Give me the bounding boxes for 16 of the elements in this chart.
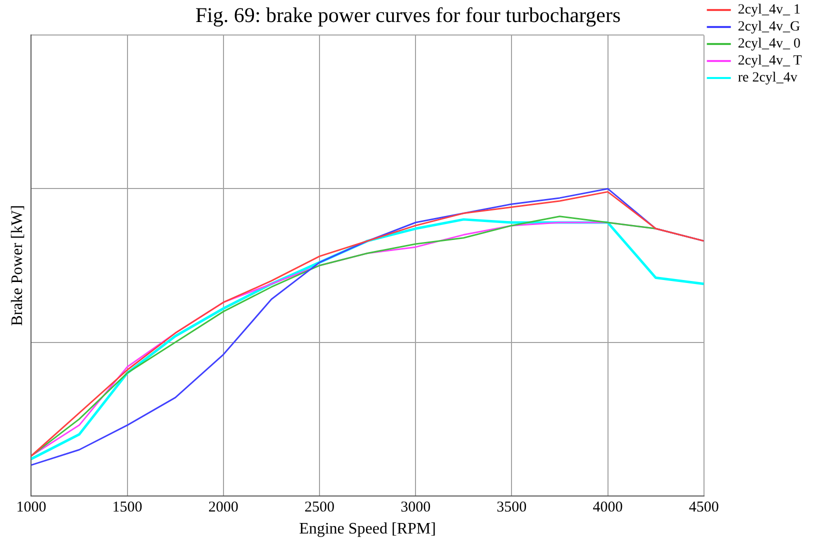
legend-label: 2cyl_4v_ T <box>738 54 802 69</box>
x-tick-label: 2500 <box>304 500 334 516</box>
x-tick-label: 1000 <box>16 500 46 516</box>
x-tick-label: 4500 <box>688 500 719 516</box>
x-tick-label: 4000 <box>592 500 623 516</box>
y-axis-title: Brake Power [kW] <box>8 205 26 326</box>
chart-title: Fig. 69: brake power curves for four turbochargers <box>195 3 621 28</box>
legend-label: 2cyl_4v_ 0 <box>738 36 800 52</box>
legend-label: 2cyl_4v_G <box>738 20 800 35</box>
x-tick-label: 3000 <box>400 500 431 516</box>
x-tick-label: 1500 <box>112 500 142 516</box>
x-tick-label: 3500 <box>496 500 527 516</box>
legend-label: 2cyl_4v_ 1 <box>738 2 800 18</box>
x-axis-title: Engine Speed [RPM] <box>299 520 436 538</box>
x-tick-label: 2000 <box>208 500 238 516</box>
legend-label: re 2cyl_4v <box>738 70 798 86</box>
